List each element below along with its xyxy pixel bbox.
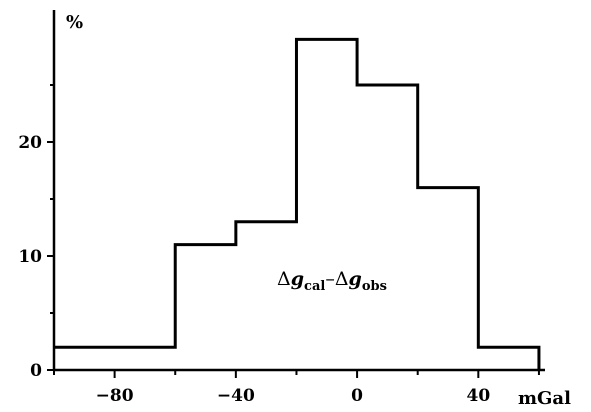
x-tick-label: −40 (217, 386, 255, 406)
x-ticks: −80 −40 0 40 (53, 370, 540, 406)
histogram-bin (418, 188, 479, 370)
y-tick-label: 0 (30, 361, 42, 381)
histogram-bin (236, 222, 297, 370)
annotation-dash: – (325, 268, 335, 290)
x-tick-label: 0 (351, 386, 363, 406)
annotation-delta-2: Δ (335, 268, 349, 290)
histogram-bin (296, 39, 357, 370)
annotation-sub-obs: obs (362, 279, 387, 294)
y-ticks: 0 10 20 (18, 84, 54, 381)
histogram-bin (175, 245, 236, 370)
annotation-delta-1: Δ (277, 268, 291, 290)
x-tick-label: 40 (466, 386, 490, 406)
histogram-outline (54, 37, 541, 370)
x-tick-label: −80 (96, 386, 134, 406)
histogram-bin (54, 347, 175, 370)
annotation-sub-cal: cal (304, 279, 325, 294)
annotation-label: Δgcal–Δgobs (277, 268, 387, 294)
histogram-bin (478, 347, 539, 370)
histogram-bin (357, 85, 418, 370)
y-tick-label: 20 (18, 133, 42, 153)
y-axis-label: % (66, 12, 83, 33)
annotation-g-2: g (349, 268, 362, 290)
y-tick-label: 10 (18, 247, 42, 267)
annotation-g-1: g (291, 268, 304, 290)
histogram-bins (54, 39, 539, 370)
x-axis-label: mGal (518, 388, 571, 409)
